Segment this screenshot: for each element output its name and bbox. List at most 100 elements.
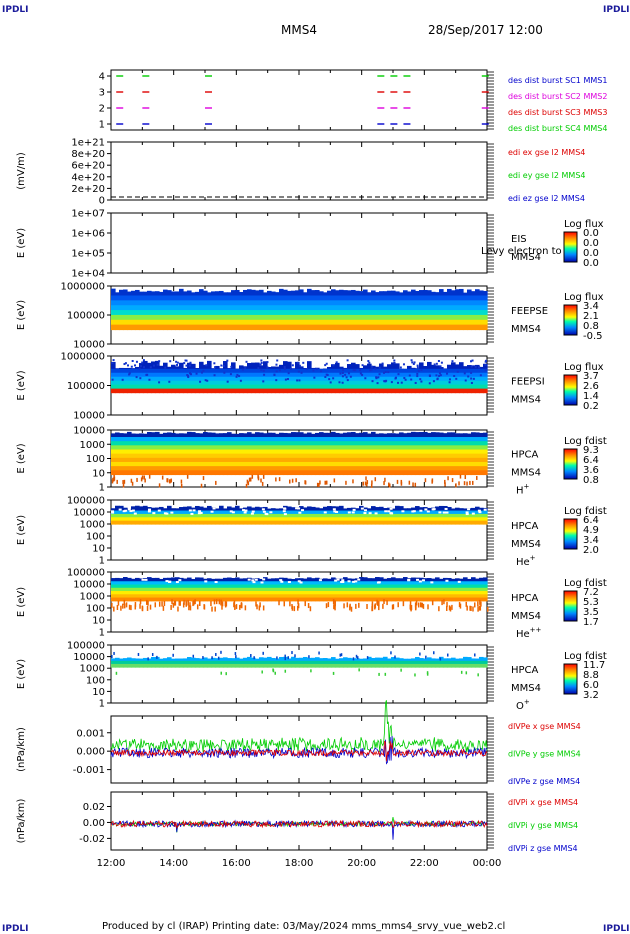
spectrogram-cell: [363, 457, 368, 463]
spectrogram-cell: [223, 513, 228, 518]
spectrogram-cell: [247, 660, 252, 665]
spectrogram-cell: [327, 314, 332, 321]
spectrogram-cell: [383, 470, 388, 476]
spectrogram-cell: [247, 506, 252, 512]
speckle: [146, 605, 149, 611]
spectrogram-cell: [207, 510, 212, 515]
spectrogram-cell: [115, 305, 120, 311]
spectrogram-cell: [419, 445, 424, 451]
spectrogram-cell: [347, 507, 352, 512]
spectrogram-cell: [127, 376, 132, 382]
spectrogram-cell: [219, 505, 224, 512]
spectrogram-cell: [391, 300, 396, 306]
spectrogram-cell: [211, 295, 216, 301]
spectrogram-cell: [175, 437, 180, 442]
spectrogram-cell: [451, 594, 456, 599]
spectrogram-cell: [207, 663, 212, 668]
spectrogram-cell: [419, 507, 424, 512]
spectrogram-cell: [243, 591, 248, 595]
spectrogram-cell: [459, 470, 464, 476]
spectrogram-cell: [275, 324, 280, 331]
speckle: [117, 600, 120, 606]
spectrogram-cell: [391, 445, 396, 451]
spectrogram-cell: [155, 594, 160, 599]
spectrogram-cell: [363, 594, 368, 599]
spectrogram-cell: [195, 314, 200, 321]
spectrogram-cell: [343, 384, 348, 390]
spectrogram-cell: [279, 513, 284, 518]
spectrogram-cell: [295, 453, 300, 459]
speckle: [200, 371, 203, 374]
spectrogram-cell: [403, 510, 408, 515]
spectrogram-cell: [407, 513, 412, 518]
spectrogram-cell: [115, 591, 120, 595]
spectrogram-cell: [235, 513, 240, 518]
spectrogram-cell: [455, 517, 460, 522]
spectrogram-cell: [407, 597, 412, 602]
spectrogram-cell: [151, 449, 156, 455]
spectrogram-cell: [311, 441, 316, 446]
speckle: [148, 378, 151, 381]
spectrogram-cell: [295, 470, 300, 476]
spectrogram-cell: [215, 384, 220, 390]
speckle: [111, 602, 113, 608]
spectrogram-cell: [255, 380, 260, 386]
spectrogram-cell: [171, 388, 176, 394]
colorbar-tick-label: 7.2: [583, 587, 599, 598]
spectrogram-cell: [251, 314, 256, 321]
spectrogram-cell: [203, 310, 208, 316]
spectrogram-cell: [271, 291, 276, 297]
spectrogram-cell: [435, 305, 440, 311]
spectrogram-cell: [467, 324, 472, 331]
spectrogram-cell: [275, 314, 280, 321]
spectrogram-cell: [207, 295, 212, 301]
spectrogram-cell: [407, 581, 412, 586]
spectrogram-cell: [359, 388, 364, 394]
spectrogram-cell: [463, 466, 468, 471]
spectrogram-cell: [195, 577, 200, 582]
spectrogram-cell: [263, 466, 268, 471]
speckle: [244, 509, 248, 512]
speckle: [141, 475, 144, 480]
spectrogram-cell: [227, 292, 232, 297]
speckle: [183, 599, 185, 605]
spectrogram-cell: [119, 314, 124, 321]
spectrogram-cell: [207, 319, 212, 326]
spectrogram-cell: [307, 288, 312, 297]
speckle: [368, 361, 371, 364]
spectrogram-cell: [319, 449, 324, 455]
spectrogram-cell: [319, 520, 324, 525]
spectrogram-cell: [187, 594, 192, 599]
spectrogram-cell: [239, 508, 244, 512]
spectrogram-cell: [219, 453, 224, 459]
spectrogram-cell: [159, 457, 164, 463]
spectrogram-cell: [167, 388, 172, 394]
spectrogram-cell: [131, 597, 136, 602]
spectrogram-cell: [363, 437, 368, 442]
spectrogram-cell: [335, 372, 340, 378]
spectrogram-cell: [191, 380, 196, 386]
spectrogram-cell: [479, 584, 484, 589]
spectrogram-cell: [299, 578, 304, 582]
spectrogram-cell: [391, 295, 396, 301]
spectrogram-cell: [187, 295, 192, 301]
spectrogram-cell: [471, 457, 476, 463]
y-tick-label: 100000: [67, 641, 105, 652]
speckle: [291, 364, 294, 367]
spectrogram-cell: [275, 300, 280, 306]
spectrogram-cell: [391, 324, 396, 331]
spectrogram-cell: [315, 660, 320, 665]
spectrogram-cell: [423, 520, 428, 525]
spectrogram-cell: [223, 508, 228, 512]
spectrogram-cell: [347, 517, 352, 522]
spectrogram-cell: [307, 457, 312, 463]
spectrogram-cell: [263, 433, 268, 438]
spectrogram-cell: [151, 380, 156, 386]
spectrogram-cell: [259, 445, 264, 451]
spectrogram-cell: [199, 449, 204, 455]
panel-1-frame: [110, 69, 488, 131]
spectrogram-cell: [423, 517, 428, 522]
spectrogram-cell: [347, 441, 352, 446]
spectrogram-cell: [211, 324, 216, 331]
spectrogram-cell: [267, 372, 272, 378]
